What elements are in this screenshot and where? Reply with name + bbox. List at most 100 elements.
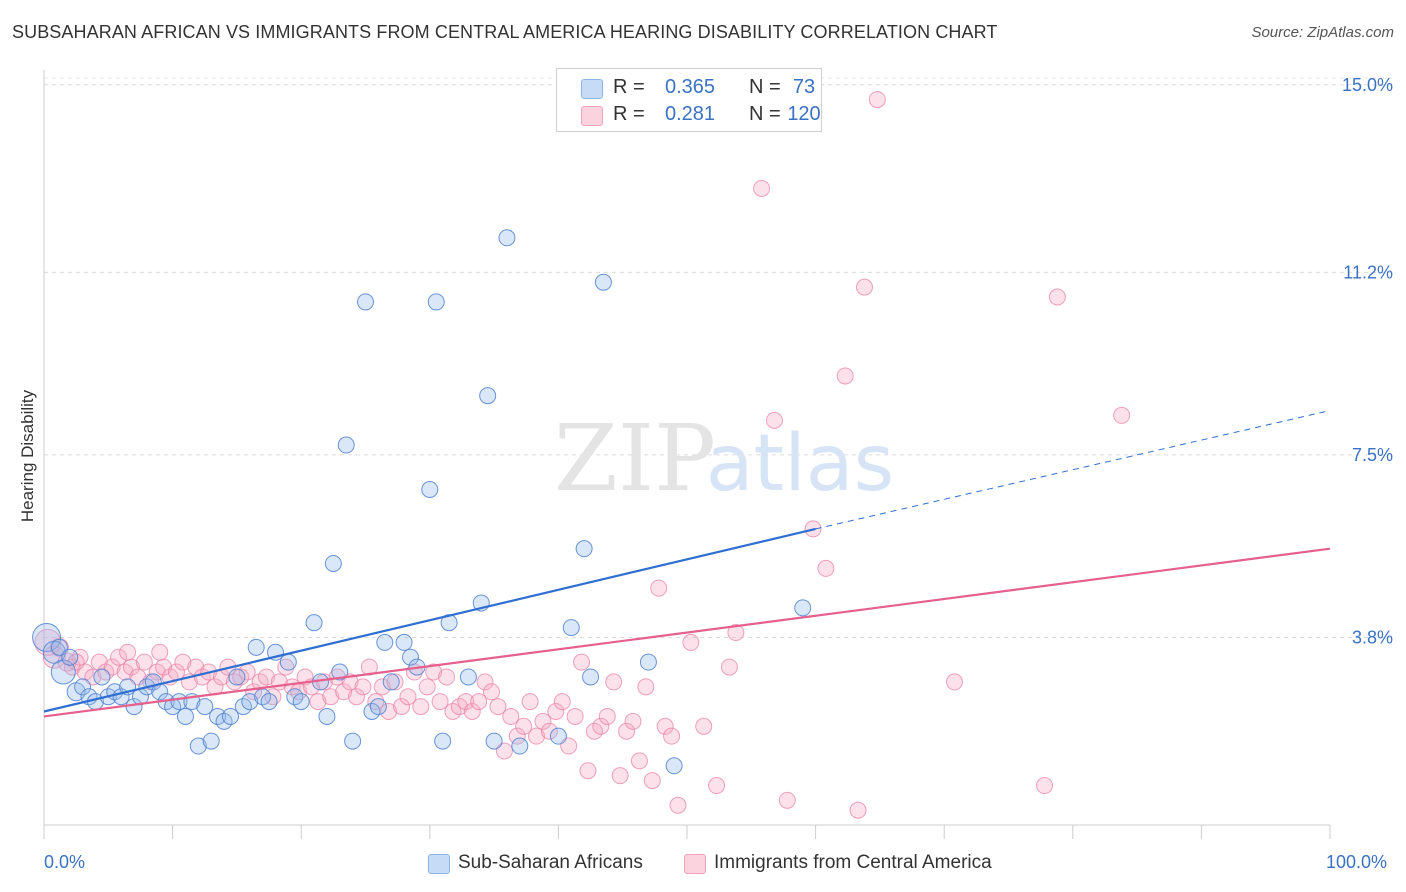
data-point-central-america	[354, 678, 372, 696]
data-point-subsaharan	[260, 693, 278, 711]
data-point-central-america	[367, 693, 385, 711]
trend-line-subsaharan	[43, 527, 816, 713]
data-point-central-america	[393, 698, 411, 716]
n-label: N =	[749, 76, 781, 98]
data-point-central-america	[399, 688, 417, 706]
legend-label: Sub-Saharan Africans	[458, 852, 643, 873]
data-point-central-america	[753, 179, 771, 197]
legend-swatch-pink	[684, 854, 706, 874]
data-point-central-america	[1036, 777, 1054, 795]
data-point-central-america	[695, 717, 713, 735]
data-point-central-america	[868, 91, 886, 109]
data-point-subsaharan	[241, 693, 259, 711]
data-point-central-america	[489, 698, 507, 716]
gridlines	[44, 77, 1392, 638]
data-point-central-america	[720, 658, 738, 676]
data-point-subsaharan	[337, 436, 355, 454]
y-axis-label: Hearing Disability	[18, 389, 37, 523]
data-point-subsaharan	[318, 707, 336, 725]
data-point-central-america	[669, 796, 687, 814]
data-point-subsaharan	[434, 732, 452, 750]
y-tick-label: 11.2%	[1343, 262, 1393, 282]
data-point-subsaharan	[331, 663, 349, 681]
axes	[43, 70, 1331, 839]
x-tick-max: 100.0%	[1326, 852, 1388, 872]
data-point-central-america	[103, 658, 121, 676]
data-point-central-america	[495, 742, 513, 760]
data-point-central-america	[84, 668, 102, 686]
legend-swatch-blue	[428, 854, 450, 874]
data-point-central-america	[727, 624, 745, 642]
r-label: R =	[613, 103, 645, 125]
data-point-central-america	[618, 722, 636, 740]
data-point-central-america	[836, 367, 854, 385]
data-point-central-america	[778, 791, 796, 809]
data-point-subsaharan	[221, 707, 239, 725]
n-value: 73	[792, 76, 816, 98]
data-point-subsaharan	[549, 727, 567, 745]
data-point-subsaharan	[305, 614, 323, 632]
data-point-central-america	[335, 683, 353, 701]
data-point-central-america	[457, 693, 475, 711]
data-point-central-america	[656, 717, 674, 735]
data-point-subsaharan	[575, 540, 593, 558]
data-point-central-america	[476, 673, 494, 691]
data-point-subsaharan	[228, 668, 246, 686]
data-point-central-america	[502, 707, 520, 725]
data-point-central-america	[386, 673, 404, 691]
data-point-subsaharan	[665, 757, 683, 775]
data-point-subsaharan	[369, 698, 387, 716]
data-point-subsaharan	[479, 387, 497, 405]
data-point-central-america	[945, 673, 963, 691]
y-tick-label: 15.0%	[1342, 75, 1393, 95]
data-point-central-america	[151, 643, 169, 661]
data-point-subsaharan	[395, 633, 413, 651]
data-point-subsaharan	[794, 599, 812, 617]
data-point-central-america	[566, 707, 584, 725]
data-point-central-america	[611, 767, 629, 785]
data-point-central-america	[630, 752, 648, 770]
y-tick-label: 7.5%	[1352, 445, 1393, 465]
data-point-central-america	[412, 698, 430, 716]
data-point-subsaharan	[485, 732, 503, 750]
n-value: 120	[787, 103, 821, 125]
data-point-central-america	[637, 678, 655, 696]
data-point-central-america	[573, 653, 591, 671]
watermark-zip: ZIP	[554, 405, 716, 512]
stats-swatch-blue	[581, 79, 603, 99]
data-point-central-america	[380, 703, 398, 721]
data-point-central-america	[592, 717, 610, 735]
data-point-central-america	[855, 278, 873, 296]
data-point-subsaharan	[189, 737, 207, 755]
watermark: ZIP atlas	[554, 405, 894, 512]
data-point-central-america	[624, 712, 642, 730]
r-label: R =	[613, 76, 645, 98]
data-point-subsaharan	[50, 638, 68, 656]
chart-title: SUBSAHARAN AFRICAN VS IMMIGRANTS FROM CE…	[12, 22, 998, 42]
data-point-central-america	[1048, 288, 1066, 306]
data-point-central-america	[483, 683, 501, 701]
data-point-central-america	[817, 559, 835, 577]
data-point-central-america	[470, 693, 488, 711]
data-point-subsaharan	[382, 673, 400, 691]
y-tick-labels: 3.8% 7.5% 11.2% 15.0%	[1342, 75, 1393, 648]
source-note: Source: ZipAtlas.com	[1251, 24, 1394, 41]
data-point-subsaharan	[427, 293, 445, 311]
data-point-subsaharan	[511, 737, 529, 755]
x-tick-min: 0.0%	[44, 852, 86, 872]
data-point-central-america	[598, 707, 616, 725]
data-point-subsaharan	[402, 648, 420, 666]
data-point-subsaharan	[324, 554, 342, 572]
data-point-central-america	[508, 727, 526, 745]
data-point-central-america	[174, 653, 192, 671]
data-point-central-america	[849, 801, 867, 819]
data-point-central-america	[579, 762, 597, 780]
watermark-atlas: atlas	[706, 419, 895, 509]
data-point-subsaharan	[93, 668, 111, 686]
data-point-central-america	[708, 777, 726, 795]
data-point-subsaharan	[582, 668, 600, 686]
data-point-subsaharan	[562, 619, 580, 637]
data-point-subsaharan	[344, 732, 362, 750]
data-point-central-america	[540, 722, 558, 740]
data-point-central-america	[463, 703, 481, 721]
